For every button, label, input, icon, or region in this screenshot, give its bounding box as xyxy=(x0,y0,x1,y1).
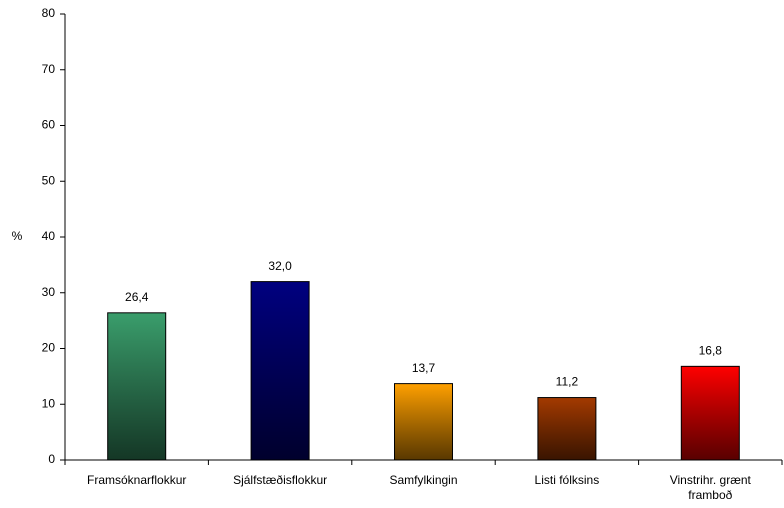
bar xyxy=(537,397,597,461)
x-tick-label: Samfylkingin xyxy=(389,473,458,487)
y-tick-label: 60 xyxy=(42,118,56,132)
bar xyxy=(107,312,167,461)
y-axis-label: % xyxy=(12,229,23,243)
bar xyxy=(250,281,310,461)
y-tick-label: 0 xyxy=(48,452,55,466)
y-tick-label: 70 xyxy=(42,62,56,76)
y-tick-label: 40 xyxy=(42,229,56,243)
y-tick-label: 80 xyxy=(42,6,56,20)
y-tick-label: 10 xyxy=(42,396,56,410)
bar xyxy=(680,365,740,461)
x-tick-label: Listi fólksins xyxy=(534,473,600,487)
data-label: 13,7 xyxy=(412,361,436,375)
y-tick-label: 50 xyxy=(42,173,56,187)
x-tick-label: Framsóknarflokkur xyxy=(87,473,187,487)
x-tick-label: Vinstrihr. grænt framboð xyxy=(669,473,751,502)
y-tick-label: 30 xyxy=(42,285,56,299)
data-label: 16,8 xyxy=(699,344,723,358)
data-label: 26,4 xyxy=(125,290,149,304)
bar xyxy=(394,383,453,461)
y-tick-label: 20 xyxy=(42,341,56,355)
data-label: 11,2 xyxy=(556,375,579,389)
x-tick-label: Sjálfstæðisflokkur xyxy=(233,473,328,487)
data-label: 32,0 xyxy=(268,259,292,273)
